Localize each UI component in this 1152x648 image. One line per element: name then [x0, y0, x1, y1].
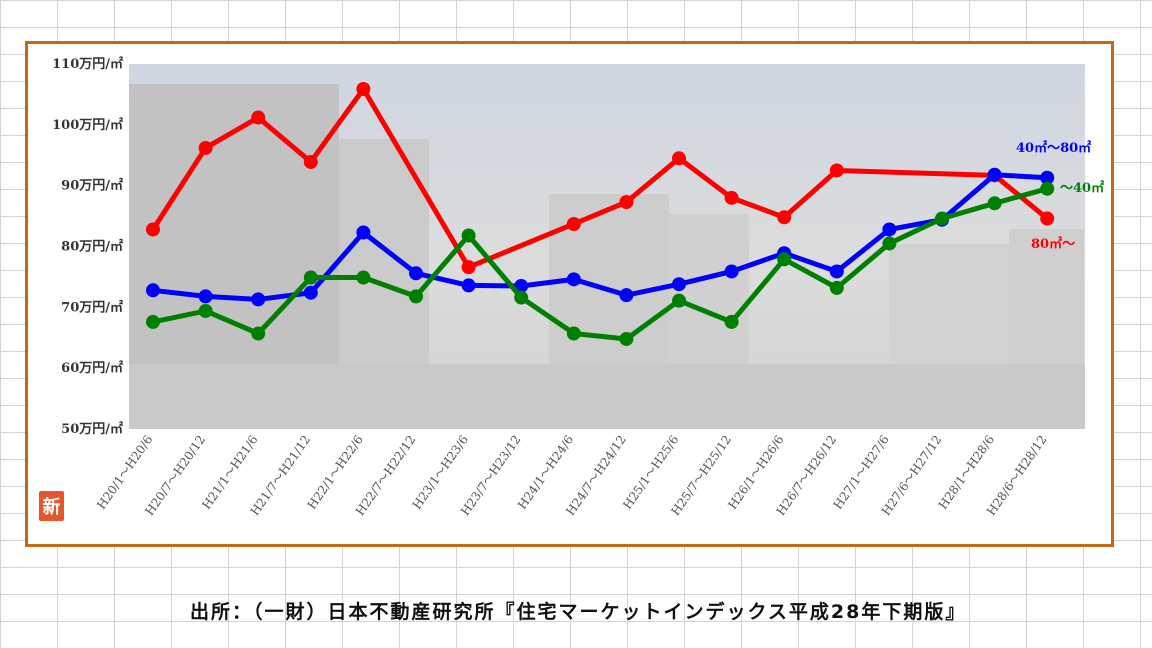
x-tick-label: H23/7～H23/12	[458, 433, 524, 518]
series-line	[152, 172, 1048, 302]
series-point	[724, 314, 739, 329]
y-tick-label: 90万円/㎡	[61, 178, 123, 194]
series-point	[356, 270, 371, 285]
x-tick-label: H26/7～H26/12	[774, 433, 840, 518]
series-point	[619, 195, 634, 210]
y-axis-ticks: 50万円/㎡ 60万円/㎡ 70万円/㎡ 80万円/㎡ 90万円/㎡ 100万円/㎡ 110…	[52, 56, 123, 437]
new-badge-box	[39, 491, 64, 521]
series-point	[1040, 181, 1055, 196]
x-tick-label: H24/1～H24/6	[515, 433, 576, 512]
x-tick-label: H24/7～H24/12	[563, 433, 629, 518]
plot-background-photo	[129, 64, 1085, 429]
x-tick-label: H22/1～H22/6	[305, 433, 366, 512]
x-tick-label: H25/7～H25/12	[668, 433, 734, 518]
series-point	[619, 331, 634, 346]
y-tick-label: 80万円/㎡	[61, 239, 123, 255]
series-point	[777, 252, 792, 267]
source-note: 出所：（一財）日本不動産研究所『住宅マーケットインデックス平成28年下期版』	[190, 601, 967, 623]
series-point	[198, 303, 213, 318]
series-point	[619, 288, 634, 303]
series-point	[461, 278, 476, 293]
series-point	[409, 289, 423, 304]
series-lines	[146, 81, 1055, 346]
series-point	[251, 110, 266, 125]
series-point	[566, 326, 581, 341]
series-point	[777, 210, 792, 225]
series-labels: 80㎡～ 40㎡～80㎡ ～40㎡	[1016, 140, 1104, 252]
series-point	[461, 228, 476, 243]
series-point	[672, 293, 686, 308]
series-point	[935, 211, 949, 226]
series-point	[829, 163, 844, 178]
new-badge-text: 新	[43, 496, 61, 518]
series-point	[882, 222, 897, 237]
chart-frame: 50万円/㎡ 60万円/㎡ 70万円/㎡ 80万円/㎡ 90万円/㎡ 100万円/㎡ 110…	[25, 41, 1114, 547]
series-point	[146, 283, 160, 298]
x-axis-ticks: H20/1～H20/6H20/7～H20/12H21/1～H21/6H21/7～…	[94, 433, 1049, 518]
background-road	[129, 364, 1085, 429]
series-point	[987, 196, 1002, 211]
x-tick-label: H23/1～H23/6	[410, 433, 471, 512]
y-tick-label: 70万円/㎡	[61, 299, 123, 315]
new-badge: 新	[39, 491, 64, 521]
series-point	[461, 260, 476, 275]
background-building	[129, 84, 339, 374]
x-tick-label: H28/1～H28/6	[936, 433, 997, 512]
series-point	[251, 292, 266, 307]
series-point	[1040, 170, 1055, 185]
series-point	[829, 264, 844, 279]
series-point	[146, 314, 160, 329]
series-line	[152, 186, 1048, 342]
series-point	[198, 140, 213, 155]
series-point	[356, 225, 371, 240]
series-label: 80㎡～	[1031, 236, 1075, 252]
series-point	[672, 151, 686, 166]
series-point	[566, 272, 581, 287]
series-point	[356, 81, 371, 96]
series-line	[150, 86, 1049, 270]
series-point	[198, 289, 213, 304]
y-tick-label: 100万円/㎡	[52, 117, 123, 133]
series-point	[672, 277, 686, 292]
series-point	[303, 270, 318, 285]
x-tick-label: H21/7～H21/12	[248, 433, 314, 518]
line-chart: 50万円/㎡ 60万円/㎡ 70万円/㎡ 80万円/㎡ 90万円/㎡ 100万円/㎡ 110…	[39, 56, 1104, 521]
x-tick-label: H27/6～H27/12	[879, 433, 945, 518]
x-tick-label: H26/1～H26/6	[725, 433, 786, 512]
y-tick-label: 50万円/㎡	[61, 421, 123, 437]
x-tick-label: H28/6～H28/12	[984, 433, 1050, 518]
series-point	[303, 154, 318, 169]
series-point	[146, 222, 160, 237]
series-point	[409, 266, 423, 281]
series-label: 40㎡～80㎡	[1016, 140, 1091, 156]
series-point	[251, 326, 266, 341]
x-tick-label: H21/1～H21/6	[199, 433, 260, 512]
y-tick-label: 110万円/㎡	[52, 56, 123, 72]
x-tick-label: H25/1～H25/6	[620, 433, 681, 512]
series-point	[1040, 211, 1055, 226]
x-tick-label: H22/7～H22/12	[353, 433, 419, 518]
series-point	[303, 285, 318, 300]
x-tick-label: H20/7～H20/12	[142, 433, 208, 518]
y-tick-label: 60万円/㎡	[61, 360, 123, 376]
series-point	[514, 290, 529, 305]
x-tick-label: H27/1～H27/6	[831, 433, 892, 512]
series-point	[724, 190, 739, 205]
series-point	[829, 280, 844, 295]
series-point	[987, 167, 1002, 182]
series-point	[882, 236, 897, 251]
x-tick-label: H20/1～H20/6	[94, 433, 155, 512]
series-point	[724, 264, 739, 279]
series-point	[566, 216, 581, 231]
series-point	[514, 279, 529, 294]
series-label: ～40㎡	[1060, 180, 1104, 196]
